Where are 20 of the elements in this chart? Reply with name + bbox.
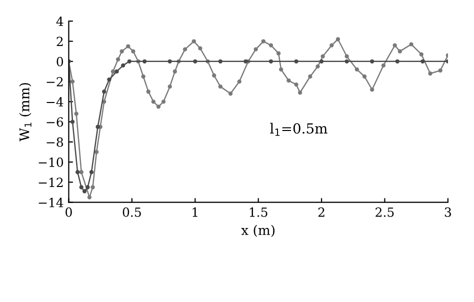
x-tick-label: 2.5 bbox=[376, 207, 394, 217]
y-tick-label: 2 bbox=[56, 36, 63, 46]
y-tick-label: −10 bbox=[38, 158, 64, 167]
x-axis-title: x (m) bbox=[241, 224, 275, 237]
y-tick-label: −6 bbox=[46, 117, 64, 127]
x-tick-label: 0.5 bbox=[122, 207, 141, 217]
x-tick-label: 3 bbox=[444, 207, 451, 217]
x-tick-label: 2 bbox=[318, 207, 324, 217]
x-tick-label: 1.5 bbox=[250, 207, 268, 217]
x-tick-label: 1 bbox=[192, 207, 198, 217]
annotation: l$_{1}$=0.5m bbox=[270, 122, 328, 136]
y-tick-label: −2 bbox=[46, 77, 63, 86]
y-tick-label: 0 bbox=[56, 56, 64, 66]
y-tick-label: −8 bbox=[46, 137, 64, 147]
y-tick-label: −12 bbox=[38, 178, 63, 187]
y-axis-title: W$_{1}$ (mm) bbox=[19, 83, 32, 142]
x-tick-label: 0 bbox=[66, 207, 72, 217]
y-tick-label: −14 bbox=[38, 198, 64, 208]
y-tick-label: −4 bbox=[46, 97, 64, 106]
y-tick-label: 4 bbox=[56, 16, 64, 26]
